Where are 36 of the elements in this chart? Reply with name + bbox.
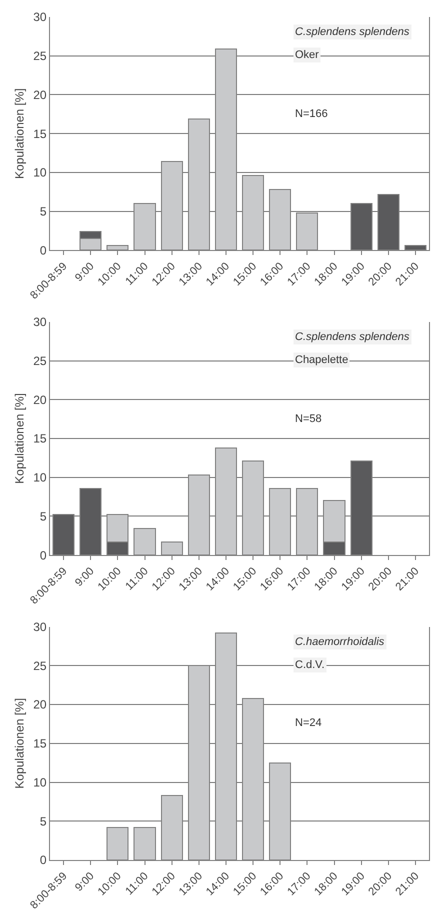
y-tick-label: 30 (33, 620, 47, 634)
annotation: N=24 (295, 717, 322, 729)
x-tick-label: 9:00 (72, 565, 97, 589)
y-axis-title: Kopulationen [%] (12, 698, 27, 789)
y-tick-label: 25 (33, 658, 47, 673)
y-tick-label: 30 (33, 10, 47, 24)
y-tick-label: 20 (33, 698, 47, 712)
y-tick-label: 25 (33, 49, 47, 64)
y-tick-label: 0 (40, 548, 47, 562)
y-tick-label: 20 (33, 88, 47, 102)
y-tick-label: 5 (40, 204, 47, 219)
annotation: C.haemorrhoidalis (295, 636, 385, 648)
x-tick-label: 9:00 (72, 260, 97, 284)
y-tick-label: 10 (33, 470, 47, 485)
y-axis-title: Kopulationen [%] (12, 88, 27, 179)
annotation: C.splendens splendens (295, 26, 410, 38)
y-tick-label: 30 (33, 315, 47, 330)
annotation: C.d.V. (295, 659, 325, 671)
y-tick-label: 10 (33, 775, 47, 790)
y-tick-label: 5 (40, 814, 47, 828)
y-tick-label: 10 (33, 166, 47, 180)
annotation: N=58 (295, 413, 322, 425)
annotation: Chapelette (295, 354, 348, 366)
y-tick-label: 20 (33, 392, 47, 407)
y-tick-label: 5 (40, 509, 47, 524)
y-tick-label: 15 (33, 126, 47, 141)
y-axis-title: Kopulationen [%] (12, 393, 27, 484)
annotation: C.splendens splendens (295, 331, 410, 343)
y-tick-label: 15 (33, 736, 47, 751)
annotation: Oker (295, 49, 320, 61)
annotation: N=166 (295, 108, 328, 120)
y-tick-label: 0 (40, 853, 47, 868)
y-tick-label: 15 (33, 432, 47, 446)
y-tick-label: 25 (33, 354, 47, 368)
x-tick-label: 9:00 (72, 870, 97, 894)
y-tick-label: 0 (40, 243, 47, 258)
